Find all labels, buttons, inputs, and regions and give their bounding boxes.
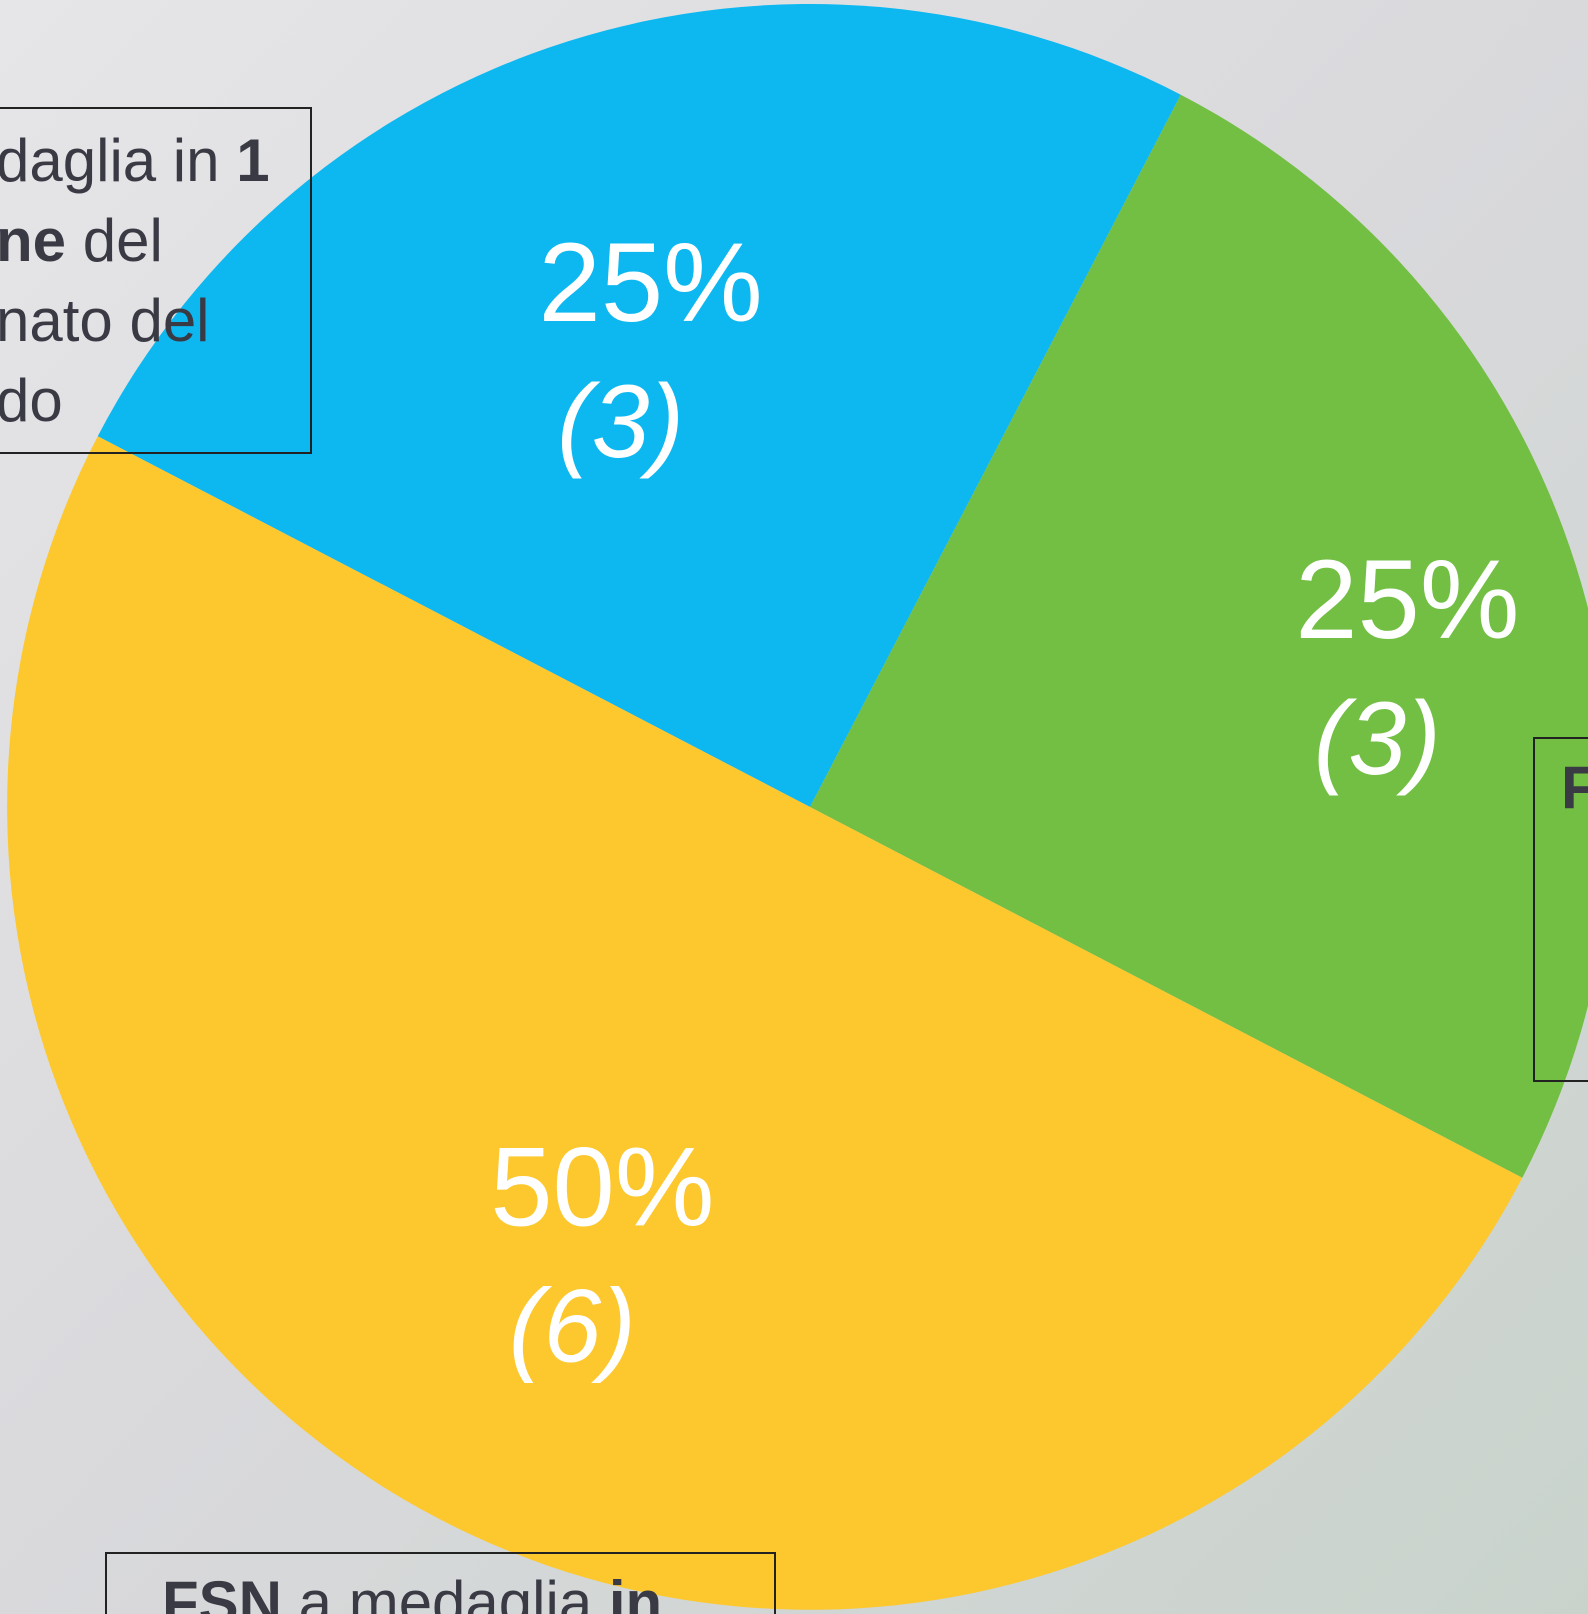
annotation-line: daglia in 1 — [0, 127, 270, 194]
value-label: 50% — [490, 1124, 714, 1249]
annotation-line: F — [1561, 754, 1588, 821]
annotation-text: ne — [0, 207, 66, 274]
annotation-text: FSN — [162, 1569, 282, 1614]
annotation-line: do — [0, 367, 63, 434]
pie: 25% (3) 25% (3) 50% (6) — [7, 4, 1588, 1610]
chart: 25% (3) 25% (3) 50% (6) daglia in 1 ne del nato… — [0, 0, 1588, 1614]
annotation-text: F — [1561, 754, 1588, 821]
count-label: (6) — [509, 1268, 636, 1384]
annotation-text: do — [0, 367, 63, 434]
value-label: 25% — [539, 220, 763, 345]
page: 25% (3) 25% (3) 50% (6) daglia in 1 ne del nato… — [0, 0, 1588, 1614]
annotation-text: in — [609, 1569, 662, 1614]
annotation-text: a medaglia — [282, 1569, 609, 1614]
annotation-text: 1 — [236, 127, 269, 194]
annotation-line: FSN a medaglia in — [162, 1569, 662, 1614]
annotation-line: ne del — [0, 207, 163, 274]
annotation-text: del — [66, 207, 163, 274]
annotation-line: nato del — [0, 287, 210, 354]
annotation-text: daglia in — [0, 127, 236, 194]
annotation-text: nato del — [0, 287, 210, 354]
value-label: 25% — [1295, 537, 1519, 662]
count-label: (3) — [1314, 681, 1441, 797]
count-label: (3) — [557, 364, 684, 480]
